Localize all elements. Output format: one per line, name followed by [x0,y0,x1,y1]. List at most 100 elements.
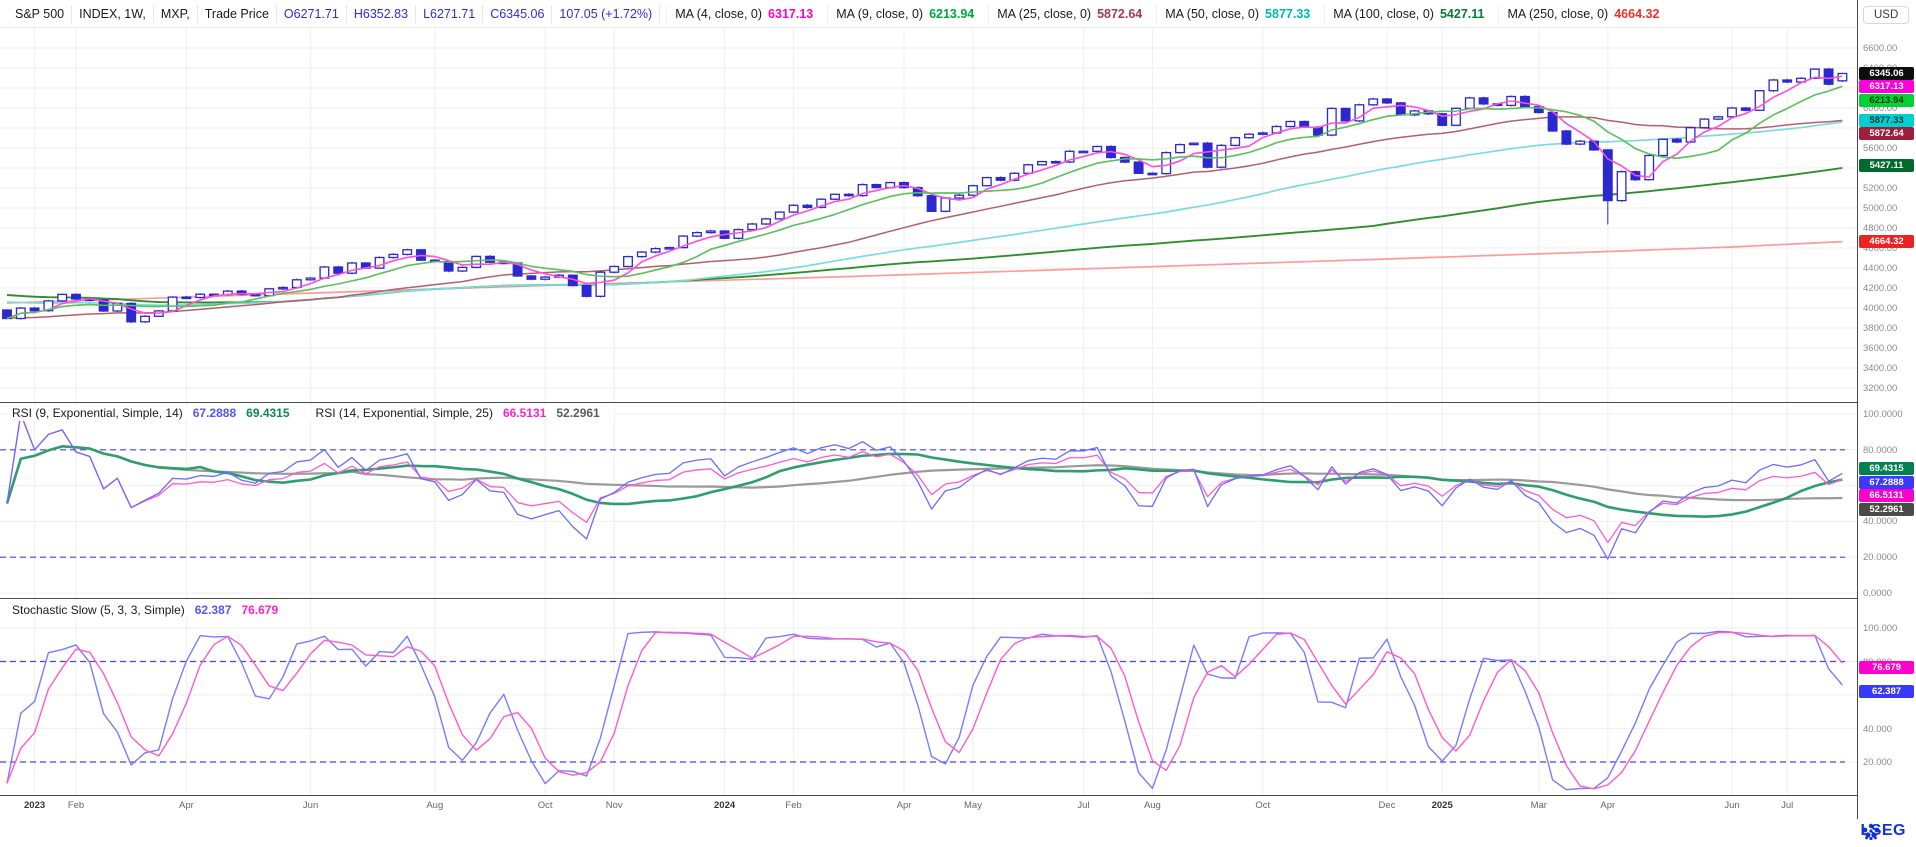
candle-body [1727,107,1737,118]
candle-body [540,276,551,280]
chart-canvas[interactable] [0,0,1857,820]
rsi-slow-line [6,413,1843,544]
candle-body [1809,68,1820,79]
axis-tick-label: 3800.00 [1863,323,1898,334]
panel-divider[interactable] [0,402,1916,403]
candle-body [1382,98,1392,104]
legend-token: INDEX, 1W, [72,4,154,23]
rsi-smooth-fast-line [5,445,1843,519]
candle-body [526,275,537,280]
price-badge: 4664.32 [1859,235,1914,249]
candle-body [1699,118,1710,129]
candle-body [1037,160,1047,166]
candle-body [1092,145,1103,152]
stoch-legend-token: 76.679 [241,603,279,617]
ma-legend-item: MA (50, close, 0) 5877.33 [1156,4,1318,23]
candle-body [126,302,137,323]
candle-body [319,266,330,279]
candle-body [664,246,675,250]
stochastic-legend: Stochastic Slow (5, 3, 3, Simple) 62.387 7… [8,602,293,618]
date-label: Mar [1530,800,1547,811]
MA9-line [6,85,1843,320]
candle-body [43,300,54,312]
rsi-fast-line [6,413,1843,560]
candle-body [57,293,68,302]
price-badge: 62.387 [1859,684,1914,698]
candle-body [305,277,316,281]
axis-tick-label: 3400.00 [1863,363,1898,374]
plot-area[interactable]: RSI (9, Exponential, Simple, 14) 67.2888 6… [0,0,1857,820]
currency-button[interactable]: USD [1863,6,1910,24]
candle-body [623,255,633,268]
legend-token: H6352.83 [347,4,417,23]
ma-legend-item: MA (4, close, 0) 6317.13 [666,4,821,23]
candle-body [140,315,150,323]
candle-body [1754,90,1765,111]
candle-body [1782,79,1793,83]
axis-tick-label: 5200.00 [1863,183,1898,194]
candle-body [1768,79,1779,92]
candle-body [802,204,813,209]
candle-body [1520,95,1530,108]
candle-body [1202,142,1213,168]
rsi-legend-token: 66.5131 [502,406,547,420]
date-label: Jul [1077,800,1090,811]
price-badge: 6345.06 [1859,66,1914,80]
date-label: Apr [896,800,912,811]
rsi-legend-token: RSI (9, Exponential, Simple, 14) [12,406,183,420]
axis-tick-label: 5600.00 [1863,143,1898,154]
candle-body [1575,140,1586,145]
date-label: Aug [426,800,444,811]
date-label: 2023 [24,800,46,811]
candle-body [471,255,482,269]
stoch-legend-token: 62.387 [194,603,232,617]
price-badge: 69.4315 [1859,462,1914,476]
price-badge: 5427.11 [1859,158,1914,172]
legend-token: C6345.06 [483,4,553,23]
axis-tick-label: 6600.00 [1863,43,1898,54]
candle-body [1285,120,1296,128]
panel-divider[interactable] [0,598,1916,599]
axis-tick-label: 4000.00 [1863,303,1898,314]
legend-token: 107.05 (+1.72%) [552,4,661,23]
candle-body [581,284,592,297]
date-label: Feb [67,800,85,811]
candle-body [995,176,1006,181]
candle-body [1464,97,1475,109]
rsi-legend-token: 67.2888 [192,406,237,420]
time-axis[interactable]: 2023 Feb Apr Jun Aug Oct Nov 2024 Feb Apr May Jul Au… [0,796,1857,818]
candle-body [1175,143,1185,154]
price-axis[interactable]: USD 6600.006400.006200.006000.005800.005… [1857,0,1916,820]
stoch-k-line [6,630,1843,791]
candle-body [595,271,606,297]
axis-tick-label: 0.0000 [1863,588,1893,599]
candle-body [912,186,923,197]
candle-body [1023,164,1034,174]
candle-body [1616,171,1627,202]
legend-token: S&P 500 [8,4,73,23]
date-label: May [964,800,982,811]
candle-body [761,218,771,225]
candle-body [181,296,192,300]
candle-body [747,223,758,231]
price-badge: 5872.64 [1859,127,1914,141]
candle-body [871,183,882,189]
candle-body [333,266,344,274]
candle-body [1257,132,1268,135]
price-badge: 67.2888 [1859,475,1914,489]
candle-body [236,290,247,296]
candle-body [968,185,978,196]
candle-body [195,293,206,299]
candle-body [705,230,716,234]
candle-body [1671,138,1682,143]
candle-body [1147,172,1158,176]
candle-body [1009,172,1020,181]
date-label: Aug [1143,800,1161,811]
date-label: Jul [1781,800,1794,811]
MA50-line [6,121,1843,307]
price-badge: 5877.33 [1859,113,1914,127]
axis-tick-label: 20.0000 [1863,552,1898,564]
candle-body [1658,138,1668,157]
axis-tick-label: 40.0000 [1863,516,1898,528]
axis-tick-label: 40.000 [1863,723,1893,735]
